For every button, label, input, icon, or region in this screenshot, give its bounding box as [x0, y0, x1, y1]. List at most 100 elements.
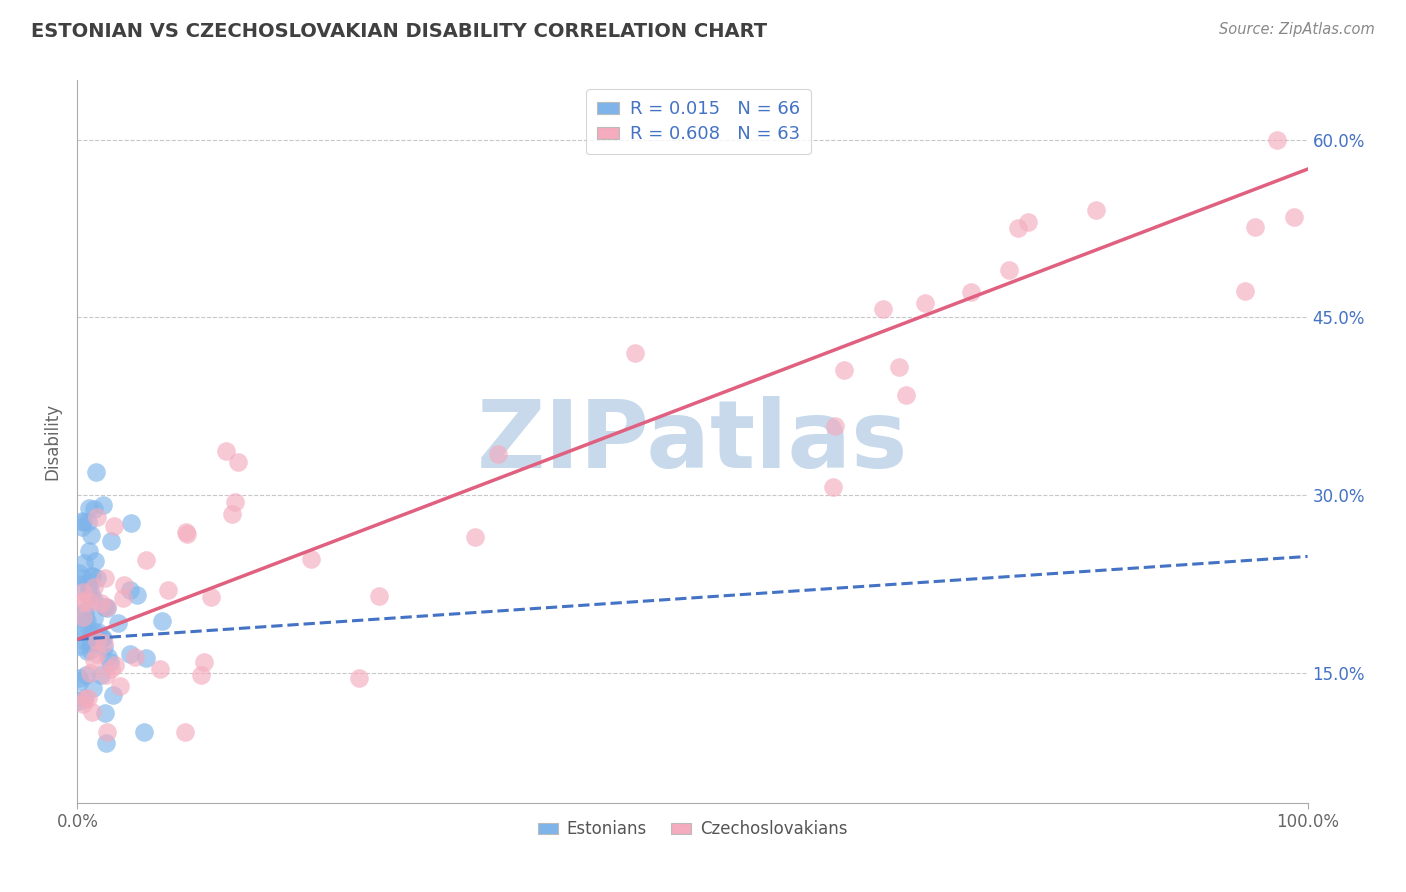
Point	[894, 388, 917, 402]
Point	[174, 724, 197, 739]
Point	[93, 599, 115, 614]
Point	[97, 650, 120, 665]
Point	[108, 679, 131, 693]
Point	[72, 610, 94, 624]
Point	[174, 524, 197, 539]
Point	[93, 636, 115, 650]
Text: ZIPatlas: ZIPatlas	[477, 395, 908, 488]
Point	[107, 615, 129, 630]
Point	[90, 668, 112, 682]
Point	[821, 479, 844, 493]
Point	[80, 705, 103, 719]
Point	[76, 577, 98, 591]
Point	[76, 643, 98, 657]
Text: ESTONIAN VS CZECHOSLOVAKIAN DISABILITY CORRELATION CHART: ESTONIAN VS CZECHOSLOVAKIAN DISABILITY C…	[31, 22, 768, 41]
Point	[132, 725, 155, 739]
Point	[91, 498, 114, 512]
Point	[224, 495, 246, 509]
Point	[832, 363, 855, 377]
Point	[67, 566, 90, 580]
Point	[120, 582, 142, 597]
Point	[89, 631, 111, 645]
Point	[1265, 132, 1288, 146]
Point	[73, 593, 96, 607]
Point	[77, 581, 100, 595]
Point	[79, 626, 101, 640]
Point	[82, 681, 104, 695]
Point	[824, 418, 846, 433]
Point	[914, 296, 936, 310]
Point	[1244, 220, 1267, 235]
Point	[1233, 284, 1256, 298]
Point	[67, 619, 90, 633]
Point	[96, 599, 118, 614]
Point	[79, 594, 101, 608]
Point	[76, 589, 98, 603]
Point	[94, 667, 117, 681]
Point	[75, 668, 97, 682]
Point	[221, 507, 243, 521]
Point	[998, 262, 1021, 277]
Point	[112, 578, 135, 592]
Point	[215, 444, 238, 458]
Point	[96, 724, 118, 739]
Point	[84, 465, 107, 479]
Point	[1284, 211, 1306, 225]
Point	[72, 595, 94, 609]
Point	[887, 359, 910, 374]
Point	[69, 694, 91, 708]
Point	[79, 642, 101, 657]
Point	[83, 580, 105, 594]
Point	[193, 655, 215, 669]
Point	[91, 632, 114, 646]
Point	[83, 611, 105, 625]
Point	[75, 616, 97, 631]
Point	[82, 638, 104, 652]
Point	[73, 690, 96, 705]
Point	[79, 637, 101, 651]
Point	[226, 454, 249, 468]
Point	[72, 697, 94, 711]
Point	[69, 673, 91, 688]
Point	[464, 530, 486, 544]
Point	[77, 516, 100, 530]
Point	[67, 639, 90, 653]
Point	[73, 557, 96, 571]
Point	[79, 666, 101, 681]
Point	[347, 671, 370, 685]
Point	[486, 447, 509, 461]
Point	[367, 589, 389, 603]
Point	[72, 515, 94, 529]
Point	[83, 593, 105, 607]
Point	[624, 346, 647, 360]
Point	[960, 285, 983, 300]
Point	[83, 653, 105, 667]
Point	[93, 640, 115, 654]
Point	[104, 658, 127, 673]
Point	[1007, 221, 1029, 235]
Point	[96, 601, 118, 615]
Point	[70, 520, 93, 534]
Point	[135, 651, 157, 665]
Point	[94, 736, 117, 750]
Point	[299, 552, 322, 566]
Point	[1084, 202, 1107, 217]
Point	[111, 591, 134, 606]
Point	[83, 501, 105, 516]
Point	[125, 588, 148, 602]
Point	[72, 570, 94, 584]
Point	[90, 596, 112, 610]
Point	[103, 519, 125, 533]
Point	[148, 662, 170, 676]
Point	[72, 605, 94, 619]
Point	[86, 633, 108, 648]
Point	[80, 528, 103, 542]
Point	[79, 500, 101, 515]
Point	[86, 647, 108, 661]
Point	[124, 650, 146, 665]
Point	[157, 583, 180, 598]
Point	[94, 706, 117, 720]
Point	[67, 632, 90, 646]
Point	[79, 635, 101, 649]
Point	[77, 544, 100, 558]
